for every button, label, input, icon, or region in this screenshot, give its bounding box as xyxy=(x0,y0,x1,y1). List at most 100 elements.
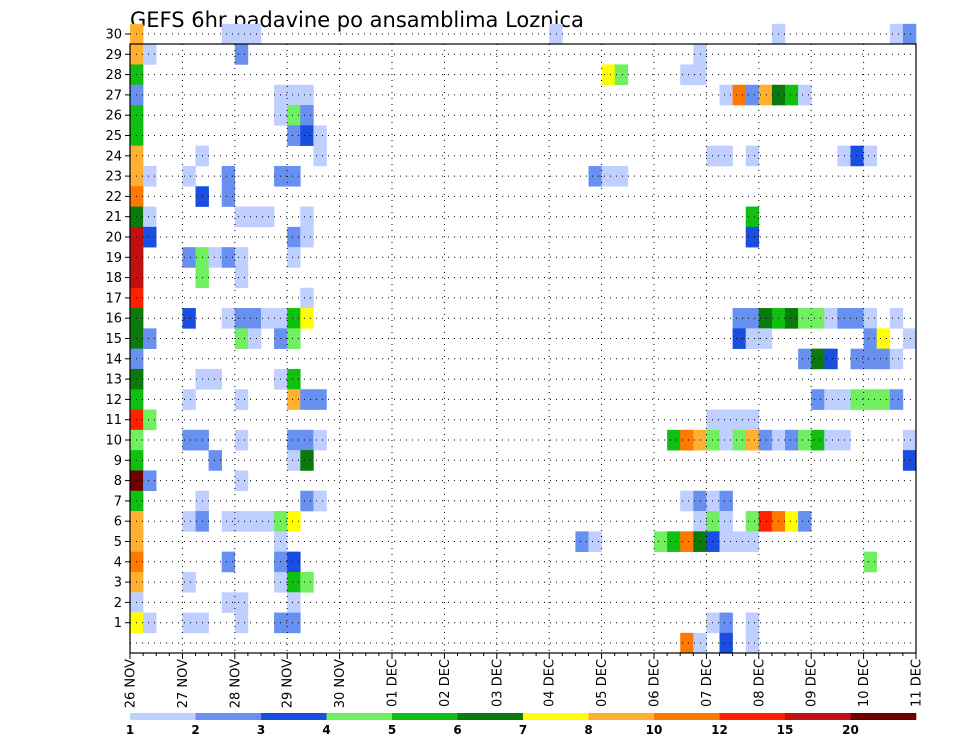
heatmap-cell xyxy=(798,429,812,451)
legend-color-swatch xyxy=(130,713,196,720)
heatmap-cell xyxy=(863,348,877,370)
heatmap-cell xyxy=(234,592,249,613)
heatmap-cell xyxy=(549,23,563,45)
legend-tick-label: 6 xyxy=(453,723,461,737)
y-tick-label: 18 xyxy=(105,271,122,286)
heatmap-cell xyxy=(745,226,760,248)
y-tick-label: 12 xyxy=(105,393,122,408)
heatmap-cell xyxy=(732,531,746,552)
heatmap-cell xyxy=(287,450,301,471)
heatmap-cell xyxy=(745,511,760,532)
x-tick-label: 07 DEC xyxy=(700,659,715,707)
heatmap-cell xyxy=(667,531,681,552)
heatmap-cell xyxy=(287,368,301,390)
heatmap-cell xyxy=(287,571,301,593)
heatmap-cell xyxy=(287,429,301,451)
y-tick-label: 25 xyxy=(105,129,122,144)
heatmap-cell xyxy=(234,23,249,45)
heatmap-cell xyxy=(247,328,262,349)
legend-tick-label: 8 xyxy=(584,723,592,737)
x-tick-label: 30 NOV xyxy=(333,659,348,708)
heatmap-cell xyxy=(863,145,877,167)
heatmap-cell xyxy=(143,470,157,492)
heatmap-cell xyxy=(902,450,917,471)
heatmap-cell xyxy=(745,429,760,451)
heatmap-cell xyxy=(785,308,799,329)
y-tick-label: 29 xyxy=(105,48,122,63)
heatmap-cell xyxy=(182,612,196,634)
x-tick-label: 09 DEC xyxy=(805,659,820,707)
x-axis: 26 NOV 27 NOV 28 NOV 29 NOV 30 NOV 01 DEC 02 D… xyxy=(124,653,925,708)
legend-tick-label: 12 xyxy=(711,723,728,737)
heatmap-cell xyxy=(143,226,157,248)
heatmap-cell xyxy=(261,308,275,329)
x-tick-label: 03 DEC xyxy=(490,659,505,707)
legend-tick-label: 1 xyxy=(126,723,134,737)
y-tick-label: 23 xyxy=(105,170,122,185)
heatmap-cells xyxy=(130,23,917,654)
legend-color-swatch xyxy=(195,713,262,720)
legend-color-swatch xyxy=(588,713,655,720)
y-tick-label: 15 xyxy=(105,332,122,347)
heatmap-cell xyxy=(221,511,236,532)
heatmap-cell xyxy=(261,206,275,228)
heatmap-cell xyxy=(719,490,733,512)
legend-color-swatch xyxy=(457,713,524,720)
heatmap-cell xyxy=(300,84,314,106)
heatmap-cell xyxy=(287,389,301,410)
heatmap-cell xyxy=(247,23,262,45)
heatmap-cell xyxy=(889,23,904,45)
heatmap-cell xyxy=(300,571,314,593)
heatmap-cell xyxy=(287,105,301,126)
heatmap-cell xyxy=(221,551,236,573)
legend-color-swatch xyxy=(654,713,720,720)
heatmap-cell xyxy=(706,429,720,451)
heatmap-cell xyxy=(798,348,812,370)
heatmap-cell xyxy=(221,23,236,45)
legend-color-swatch xyxy=(326,713,393,720)
legend-tick-label: 20 xyxy=(842,723,859,737)
heatmap-cell xyxy=(143,328,157,349)
heatmap-cell xyxy=(719,632,733,654)
heatmap-cell xyxy=(143,44,157,65)
x-tick-label: 11 DEC xyxy=(910,659,925,707)
y-tick-label: 5 xyxy=(114,535,122,550)
y-tick-label: 3 xyxy=(114,576,122,591)
heatmap-cell xyxy=(680,632,694,654)
heatmap-cell xyxy=(208,368,222,390)
heatmap-cell xyxy=(680,531,694,552)
y-tick-label: 21 xyxy=(105,210,122,225)
heatmap-cell xyxy=(234,470,249,492)
x-tick-label: 04 DEC xyxy=(543,659,558,707)
y-tick-label: 13 xyxy=(105,373,122,388)
heatmap-cell xyxy=(745,612,760,634)
heatmap-cell xyxy=(706,612,720,634)
heatmap-cell xyxy=(300,490,314,512)
heatmap-cell xyxy=(745,308,760,329)
heatmap-cell xyxy=(824,389,838,410)
heatmap-cell xyxy=(850,145,864,167)
heatmap-cell xyxy=(719,409,733,431)
y-tick-label: 27 xyxy=(105,88,122,103)
heatmap-cell xyxy=(287,226,301,248)
heatmap-cell xyxy=(758,328,773,349)
heatmap-cell xyxy=(902,429,917,451)
heatmap-cell xyxy=(221,165,236,187)
y-tick-label: 20 xyxy=(105,231,122,246)
legend-color-swatch xyxy=(719,713,786,720)
heatmap-cell xyxy=(745,206,760,228)
heatmap-cell xyxy=(706,490,720,512)
heatmap-cell xyxy=(706,409,720,431)
heatmap-cell xyxy=(850,308,864,329)
heatmap-cell xyxy=(300,429,314,451)
heatmap-cell xyxy=(588,165,602,187)
heatmap-cell xyxy=(758,84,773,106)
heatmap-cell xyxy=(234,44,249,65)
heatmap-cell xyxy=(667,429,681,451)
heatmap-cell xyxy=(798,511,812,532)
heatmap-cell xyxy=(811,389,825,410)
y-tick-label: 28 xyxy=(105,68,122,83)
heatmap-cell xyxy=(824,429,838,451)
x-tick-label: 26 NOV xyxy=(124,659,139,708)
heatmap-cell xyxy=(143,409,157,431)
